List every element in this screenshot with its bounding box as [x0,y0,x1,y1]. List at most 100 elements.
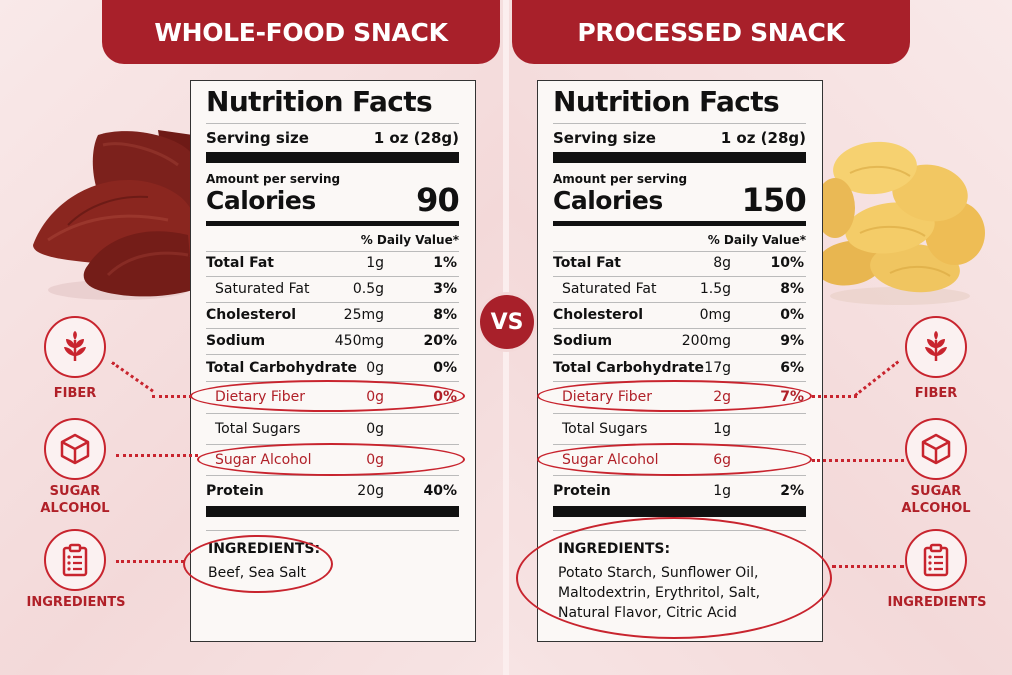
nutrient-row-saturated-fat: Saturated Fat 0.5g 3% [206,278,459,300]
rule [553,123,806,124]
calories-value: 150 [741,181,807,219]
nutrient-row-sodium: Sodium 450mg 20% [206,330,459,352]
nutrient-label: Total Fat [206,255,275,271]
sugar-alcohol-label-left: SUGAR ALCOHOL [35,483,115,517]
nutrient-pct: 9% [780,333,804,349]
plant-sprout-icon [925,331,947,361]
nutrient-label: Total Fat [553,255,622,271]
sugar-alcohol-connector-right [812,459,904,462]
nutrient-label: Cholesterol [206,307,296,323]
fiber-connector-left-2 [152,395,192,398]
ingredients-connector-right [832,565,904,568]
fiber-label-right: FIBER [914,386,958,401]
rule [553,251,806,252]
daily-value-header: % Daily Value* [707,233,806,247]
rule [206,123,459,124]
fiber-label-left: FIBER [53,386,97,401]
ingredients-callout-left [44,529,106,591]
clipboard-checklist-icon [923,543,949,577]
nutrient-label: Sodium [206,333,266,349]
ingredients-callout-right [905,529,967,591]
nutrient-label: Protein [206,483,264,499]
nutrient-row-sodium: Sodium 200mg 9% [553,330,806,352]
daily-value-header: % Daily Value* [360,233,459,247]
nutrient-amount: 0g [366,360,384,376]
sugar-alcohol-callout-right [905,418,967,480]
rule [206,328,459,329]
processed-banner: PROCESSED SNACK [512,0,910,64]
amount-per-serving: Amount per serving [553,172,688,186]
nutrient-label: Total Carbohydrate [553,360,705,376]
serving-size-label: Serving size [206,129,309,147]
cube-icon [60,433,90,465]
nutrient-label: Cholesterol [553,307,643,323]
nutrient-row-total-sugars: Total Sugars 0g [206,418,459,440]
nutrient-label: Protein [553,483,611,499]
sugar-alcohol-label-line1: SUGAR [49,484,101,499]
sugar-alcohol-label-line2: ALCOHOL [40,501,110,516]
nutrition-label-whole-food: Nutrition Facts Serving size 1 oz (28g) … [190,80,476,642]
sugar-alcohol-label-line2: ALCOHOL [901,501,971,516]
rule [206,530,459,531]
nutrient-row-total-sugars: Total Sugars 1g [553,418,806,440]
nutrient-pct: 1% [433,255,457,271]
sugar-alcohol-label-line1: SUGAR [910,484,962,499]
sugar-alcohol-callout-left [44,418,106,480]
nutrient-row-total-carb: Total Carbohydrate 17g 6% [553,357,806,379]
rule [206,302,459,303]
rule [206,251,459,252]
nutrient-pct: 10% [770,255,804,271]
nutrient-row-saturated-fat: Saturated Fat 1.5g 8% [553,278,806,300]
rule [553,328,806,329]
sugar-alcohol-connector-left [116,454,198,457]
calories-label: Calories [206,186,316,215]
nutrient-amount: 0.5g [352,281,384,297]
nutrient-label: Total Carbohydrate [206,360,358,376]
nutrient-amount: 1.5g [699,281,731,297]
thick-rule [206,506,459,517]
clipboard-checklist-icon [62,543,88,577]
nutrient-pct: 8% [780,281,804,297]
rule [553,413,806,414]
nutrient-label: Saturated Fat [215,281,310,297]
rule [206,276,459,277]
nutrient-pct: 3% [433,281,457,297]
calories-label: Calories [553,186,663,215]
amount-per-serving: Amount per serving [206,172,341,186]
rule [553,276,806,277]
sugar-alcohol-label-right: SUGAR ALCOHOL [896,483,976,517]
plant-sprout-icon [64,331,86,361]
nutrient-amount: 200mg [681,333,731,349]
nutrient-label: Sodium [553,333,613,349]
ingredients-connector-left [116,560,184,563]
nutrient-pct: 8% [433,307,457,323]
calories-value: 90 [416,181,460,219]
nutrient-row-total-fat: Total Fat 8g 10% [553,252,806,274]
nutrient-row-cholesterol: Cholesterol 25mg 8% [206,304,459,326]
nutrient-pct: 0% [433,360,457,376]
nutrient-label: Saturated Fat [562,281,657,297]
ingredients-label-left: INGREDIENTS [26,595,126,610]
nutrient-pct: 20% [423,333,457,349]
nutrient-pct: 0% [780,307,804,323]
nutrition-facts-title: Nutrition Facts [206,85,433,118]
beef-jerky-image [33,130,193,300]
nutrient-amount: 1g [713,483,731,499]
cube-icon [921,433,951,465]
thick-rule [553,152,806,163]
nutrient-label: Total Sugars [215,421,301,437]
nutrient-row-protein: Protein 20g 40% [206,480,459,502]
nutrient-amount: 25mg [343,307,384,323]
nutrient-amount: 0g [366,421,384,437]
vs-badge: VS [480,295,534,349]
nutrient-row-protein: Protein 1g 2% [553,480,806,502]
nutrient-pct: 40% [423,483,457,499]
ingredients-label-right: INGREDIENTS [887,595,987,610]
nutrient-pct: 6% [780,360,804,376]
nutrient-label: Total Sugars [562,421,648,437]
highlight-oval-fiber-right [537,380,812,412]
fiber-callout-right [905,316,967,378]
potato-chips-image [820,141,985,305]
nutrient-amount: 1g [366,255,384,271]
nutrient-amount: 8g [713,255,731,271]
